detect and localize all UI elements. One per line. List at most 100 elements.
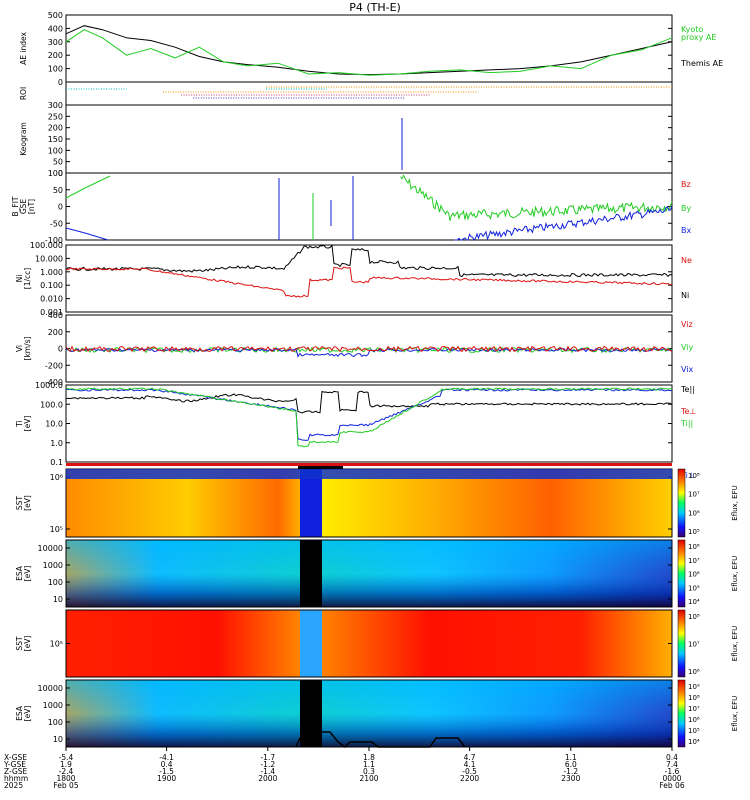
roi-panel-ylabel-line: ROI	[19, 87, 28, 100]
ae-tick-label: 100	[48, 65, 63, 74]
temperature-te-line	[65, 390, 673, 414]
x-axis-tick-label: -1.4	[260, 767, 275, 776]
bfield-bx-early-line	[65, 227, 109, 241]
esa_ion-panel-frame	[65, 539, 673, 608]
esa_elec-tick-label: 100	[48, 718, 63, 727]
ae-series-line	[65, 29, 673, 76]
bfield-panel-frame	[65, 172, 673, 241]
ae-tick-label: 200	[48, 51, 63, 60]
temperature-tick-label: 0.1	[50, 458, 63, 467]
bfield-tick-label: 50	[53, 186, 63, 195]
keogram-panel-ylabel: Keogram	[19, 122, 28, 156]
sst_ion-colorbar-label: 10⁶	[688, 509, 700, 517]
x-axis-tick-label: 2000	[258, 774, 277, 783]
bfield-by-early-line	[65, 175, 111, 199]
sst_elec-colorbar-label: 10⁶	[688, 668, 700, 676]
temperature-legend-entry: Te⊥	[680, 407, 696, 416]
x-axis-tick-label: 6.0	[565, 760, 577, 769]
esa_ion-tick-label: 1000	[43, 561, 63, 570]
esa_ion-spectrogram-shade	[66, 540, 672, 607]
ae-tick-label: 300	[48, 38, 63, 47]
bfield-bx-line	[454, 205, 673, 241]
sst_ion-colorbar-label: 10⁸	[688, 472, 700, 480]
sst_elec-colorbar-label: 10⁸	[688, 613, 700, 621]
esa_elec-tick-label: 10000	[38, 684, 63, 693]
x-axis-tick-label: -1.6	[665, 767, 680, 776]
ae-legend-entry: Themis AE	[680, 59, 723, 68]
ae-series-line	[65, 25, 673, 76]
x-axis-tick-label: -1.7	[260, 753, 275, 762]
x-axis-tick-label: 7.4	[666, 760, 678, 769]
esa_ion-colorbar-label: 10⁴	[688, 598, 700, 606]
x-axis-tick-label: -1.2	[563, 767, 578, 776]
keogram-tick-label: 150	[48, 135, 63, 144]
x-axis-tick-label: 0.3	[363, 767, 375, 776]
ae-panel-ylabel: AE index	[19, 32, 28, 65]
velocity-tick-label: -400	[45, 378, 63, 387]
esa_elec-colorbar-label: 10⁶	[688, 716, 700, 724]
x-axis-row-label: Z-GSE	[4, 767, 28, 776]
esa_elec-tick-label: 10	[53, 735, 63, 744]
density-tick-label: 0.100	[40, 281, 63, 290]
density-legend-entry: Ni	[681, 291, 689, 300]
x-axis-tick-label: Feb 05	[53, 781, 78, 790]
temperature-legend-entry: Ti||	[680, 419, 693, 428]
sst_ion-panel-ylabel: SST [eV]	[15, 495, 32, 511]
ae-tick-label: 400	[48, 24, 63, 33]
temperature-tick-label: 1000.0	[35, 381, 63, 390]
bfield-tick-label: 0	[58, 203, 63, 212]
sst_ion-colorbar-title: Eflux, EFU	[731, 485, 739, 520]
x-axis-row-label: 2025	[4, 781, 23, 790]
x-axis-tick-label: 1.1	[565, 753, 577, 762]
sst_ion-panel-ylabel-line: SST	[15, 496, 24, 511]
x-axis-tick-label: -0.5	[462, 767, 477, 776]
esa_ion-tick-label: 10	[53, 595, 63, 604]
sst_ion-spectrogram	[66, 469, 672, 537]
keogram-tick-label: 250	[48, 112, 63, 121]
bfield-panel-ylabel-line: B_FIT	[11, 196, 20, 216]
ae-panel-frame	[65, 14, 673, 83]
roi-panel-frame	[65, 81, 673, 106]
esa_ion-colorbar-label: 10⁶	[688, 571, 700, 579]
x-axis-tick-label: 2200	[460, 774, 479, 783]
temperature-tick-label: 1.0	[50, 439, 63, 448]
velocity-legend-entry: Viy	[681, 343, 694, 352]
esa_ion-colorbar-label: 10⁵	[688, 584, 700, 592]
bfield-by-line	[400, 174, 673, 221]
bfield-panel-ylabel: B_FIT GSE [nT]	[11, 196, 36, 216]
density-ne-line	[65, 266, 673, 298]
velocity-tick-label: 400	[48, 311, 63, 320]
x-axis-tick-label: -2.4	[59, 767, 74, 776]
esa_elec-panel-ylabel-line: ESA	[15, 705, 24, 721]
bfield-tick-label: -50	[50, 219, 63, 228]
keogram-tick-label: 100	[48, 146, 63, 155]
esa_ion-panel-ylabel-line: ESA	[15, 565, 24, 581]
velocity-panel-ylabel-line: Vi	[15, 345, 24, 352]
keogram-panel-frame	[65, 104, 673, 174]
esa_ion-tick-label: 100	[48, 578, 63, 587]
sst_ion-colorbar-label: 10⁷	[688, 491, 700, 499]
ae-legend-entry: Kyoto	[681, 25, 703, 34]
density-panel-ylabel-line: Ni	[15, 275, 24, 283]
x-axis-tick-label: -5.4	[59, 753, 74, 762]
esa_elec-colorbar-label: 10⁷	[688, 705, 700, 713]
sst_elec-colorbar-label: 10⁷	[688, 641, 700, 649]
velocity-panel-ylabel: Vi [km/s]	[15, 336, 32, 360]
density-tick-label: 1.000	[40, 268, 63, 277]
sst_ion-tick-label: 10⁵	[50, 525, 63, 534]
esa_ion-colorbar-label: 10⁷	[688, 557, 700, 565]
density-tick-label: 0.001	[40, 308, 63, 317]
density-tick-label: 10.000	[35, 254, 63, 263]
velocity-legend-entry: Viz	[681, 320, 693, 329]
esa_elec-spectrogram-shade	[66, 680, 672, 747]
temperature-panel-ylabel-line: [eV]	[23, 416, 32, 432]
ae-legend-entry: proxy AE	[681, 33, 716, 42]
esa_ion-colorbar-title: Eflux, EFU	[731, 556, 739, 591]
keogram-tick-label: 300	[48, 101, 63, 110]
esa_ion-spectrogram-gap	[300, 540, 322, 607]
mode-bar-black	[298, 466, 343, 469]
bfield-tick-label: 100	[48, 169, 63, 178]
keogram-tick-label: 200	[48, 124, 63, 133]
esa_elec-colorbar-label: 10⁸	[688, 694, 700, 702]
